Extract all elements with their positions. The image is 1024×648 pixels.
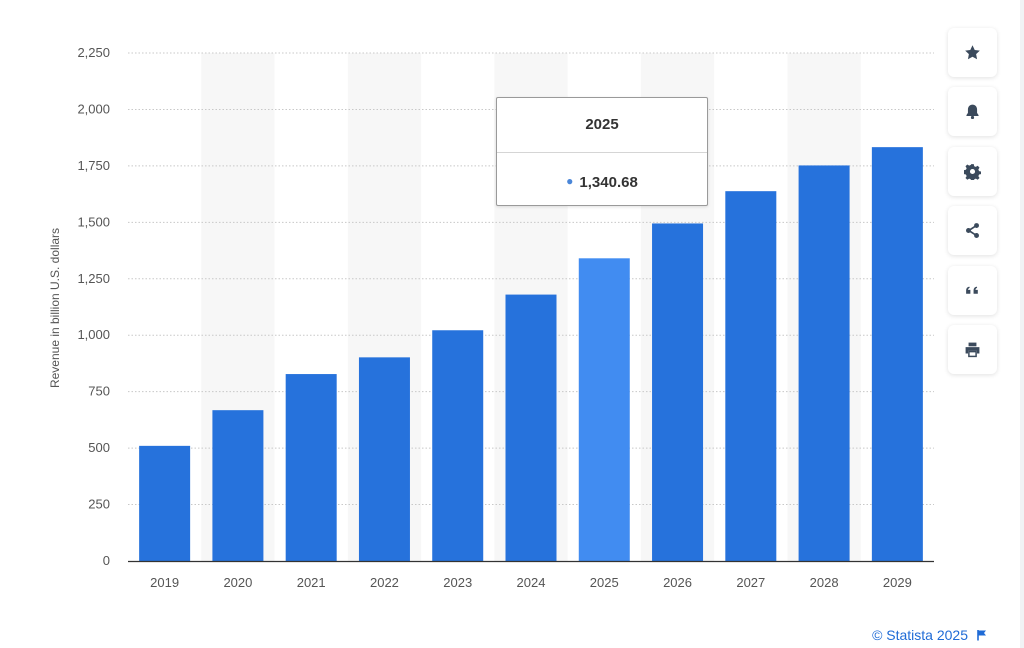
bar-2019[interactable] [139, 445, 191, 561]
tooltip-value: 1,340.68 [579, 174, 638, 191]
y-tick-label: 750 [88, 384, 110, 399]
bar-2023[interactable] [432, 330, 484, 561]
quote-icon [966, 286, 978, 294]
y-tick-label: 250 [88, 497, 110, 512]
y-tick-label: 2,000 [77, 101, 110, 116]
bar-2027[interactable] [725, 191, 777, 561]
print-button[interactable] [948, 325, 997, 374]
bar-2022[interactable] [358, 357, 410, 561]
x-tick-label: 2023 [443, 575, 472, 590]
bar-2029[interactable] [871, 147, 923, 561]
share-button[interactable] [948, 206, 997, 255]
cite-button[interactable] [948, 266, 997, 315]
x-tick-label: 2026 [663, 575, 692, 590]
print-icon [965, 342, 980, 358]
x-tick-label: 2022 [370, 575, 399, 590]
x-tick-label: 2025 [590, 575, 619, 590]
x-tick-label: 2027 [736, 575, 765, 590]
star-icon [965, 45, 980, 60]
x-tick-label: 2021 [297, 575, 326, 590]
flag-icon [977, 630, 986, 641]
x-tick-label: 2024 [517, 575, 546, 590]
x-tick-label: 2019 [150, 575, 179, 590]
statista-credit-link[interactable]: © Statista 2025 [872, 627, 988, 643]
chart-tooltip: 2025 ● 1,340.68 [496, 97, 708, 206]
y-tick-label: 1,750 [77, 158, 110, 173]
bar-2025[interactable] [578, 258, 630, 561]
credit-text: © Statista 2025 [872, 627, 968, 643]
settings-button[interactable] [948, 147, 997, 196]
bar-chart: 0 250 500 750 1,000 1,250 1,500 1,750 2,000 2,250… [48, 45, 934, 590]
x-tick-label: 2028 [810, 575, 839, 590]
y-tick-label: 500 [88, 440, 110, 455]
gear-icon [964, 164, 981, 180]
series-dot-icon: ● [566, 174, 574, 188]
bar-2028[interactable] [798, 165, 850, 562]
tooltip-title: 2025 [497, 98, 707, 153]
x-tick-label: 2029 [883, 575, 912, 590]
y-tick-label: 2,250 [77, 45, 110, 60]
favorite-button[interactable] [948, 28, 997, 77]
notification-button[interactable] [948, 87, 997, 136]
y-tick-label: 1,250 [77, 271, 110, 286]
bar-2020[interactable] [212, 410, 264, 561]
x-tick-label: 2020 [223, 575, 252, 590]
y-tick-label: 1,500 [77, 214, 110, 229]
bar-2024[interactable] [505, 294, 557, 561]
y-axis-title: Revenue in billion U.S. dollars [48, 228, 62, 388]
tooltip-value-row: ● 1,340.68 [497, 153, 707, 205]
bar-2021[interactable] [285, 374, 337, 561]
y-tick-label: 1,000 [77, 327, 110, 342]
bell-icon [966, 104, 979, 120]
y-tick-label: 0 [103, 553, 110, 568]
share-icon [966, 223, 979, 238]
bar-2026[interactable] [652, 223, 704, 561]
